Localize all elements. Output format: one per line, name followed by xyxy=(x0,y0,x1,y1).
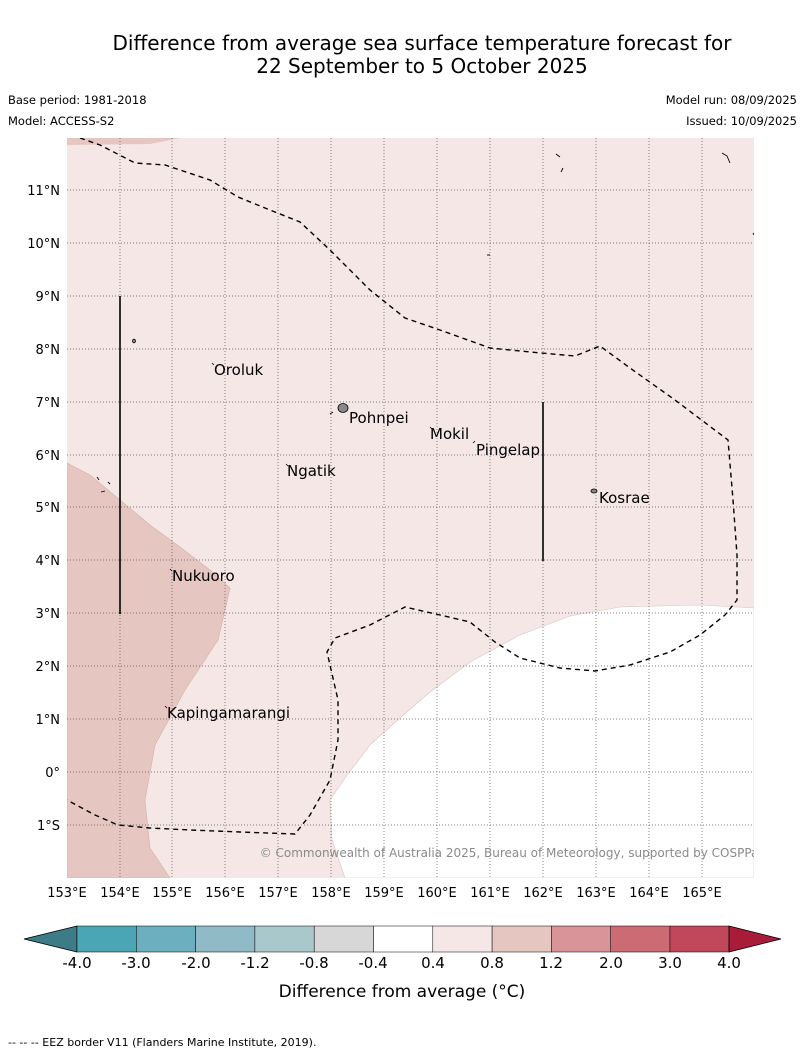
colorbar-label: -2.0 xyxy=(181,954,210,972)
islands xyxy=(132,338,598,494)
colorbar-segment xyxy=(136,925,196,953)
place-mokil: Mokil xyxy=(430,425,469,443)
lon-label: 157°E xyxy=(258,886,298,901)
lat-label: 8°N xyxy=(36,343,61,358)
lon-label: 161°E xyxy=(470,886,510,901)
model-run: Model run: 08/09/2025 xyxy=(665,93,797,107)
colorbar-title: Difference from average (°C) xyxy=(279,982,526,1002)
lat-label: 1°N xyxy=(36,713,61,728)
colorbar-label: 2.0 xyxy=(599,954,623,972)
place-nukuoro: Nukuoro xyxy=(172,567,235,585)
lon-label: 155°E xyxy=(152,886,192,901)
lat-label: 5°N xyxy=(36,501,61,516)
colorbar-segment xyxy=(432,925,493,953)
lat-label: 2°N xyxy=(36,660,61,675)
lon-label: 165°E xyxy=(682,886,722,901)
model-name: Model: ACCESS-S2 xyxy=(8,114,115,128)
lat-label: 0° xyxy=(45,766,60,781)
colorbar-label: -0.4 xyxy=(358,954,387,972)
colorbar-segment xyxy=(76,925,137,953)
anomaly-0.8-1.2-region-north xyxy=(67,138,180,145)
colorbar-label: 3.0 xyxy=(658,954,682,972)
colorbar-label: -0.8 xyxy=(299,954,328,972)
colorbar-label: 4.0 xyxy=(717,954,741,972)
lon-label: 163°E xyxy=(576,886,616,901)
colorbar-labels: -4.0 -3.0 -2.0 -1.2 -0.8 -0.4 0.4 0.8 1.… xyxy=(62,954,741,972)
place-pohnpei: Pohnpei xyxy=(349,409,409,427)
lon-label: 154°E xyxy=(100,886,140,901)
anomaly-0.8-1.2-region-west xyxy=(67,462,231,878)
lat-label: 4°N xyxy=(36,554,61,569)
colorbar-segment xyxy=(313,925,374,953)
place-markers xyxy=(164,362,476,709)
atoll-outlines xyxy=(96,152,754,493)
colorbar-segment xyxy=(491,925,552,953)
colorbar-label: -4.0 xyxy=(62,954,91,972)
place-kapingamarangi: Kapingamarangi xyxy=(167,704,290,722)
lon-label: 162°E xyxy=(523,886,563,901)
pohnpei-island xyxy=(337,403,349,413)
colorbar-extend-low xyxy=(23,925,78,953)
colorbar-label: 1.2 xyxy=(539,954,563,972)
lat-label: 11°N xyxy=(27,184,60,199)
colorbar-segment xyxy=(669,925,730,953)
colorbar xyxy=(23,925,782,953)
lat-label: 7°N xyxy=(36,396,61,411)
eez-footnote: -- -- -- EEZ border V11 (Flanders Marine… xyxy=(8,1036,317,1049)
colorbar-label: 0.8 xyxy=(480,954,504,972)
lon-label: 158°E xyxy=(311,886,351,901)
colorbar-label: 0.4 xyxy=(421,954,445,972)
map-title: Difference from average sea surface temp… xyxy=(0,32,804,78)
anomaly-near-average-region xyxy=(329,604,754,878)
graticule xyxy=(67,138,754,878)
title-line2: 22 September to 5 October 2025 xyxy=(256,54,588,78)
lon-label: 153°E xyxy=(47,886,87,901)
title-line1: Difference from average sea surface temp… xyxy=(112,31,732,55)
colorbar-segment xyxy=(373,925,434,953)
place-ngatik: Ngatik xyxy=(287,462,336,480)
place-oroluk: Oroluk xyxy=(214,361,263,379)
issued-date: Issued: 10/09/2025 xyxy=(686,114,797,128)
colorbar-segment xyxy=(551,925,611,953)
colorbar-segment xyxy=(254,925,315,953)
lat-label: 10°N xyxy=(27,237,60,252)
lon-label: 160°E xyxy=(417,886,457,901)
lon-label: 159°E xyxy=(364,886,404,901)
map-plot: Oroluk Pohnpei Mokil Pingelap Ngatik Kos… xyxy=(67,138,765,878)
lon-label: 156°E xyxy=(205,886,245,901)
colorbar-segment xyxy=(610,925,671,953)
eez-border xyxy=(67,138,738,835)
base-period: Base period: 1981-2018 xyxy=(8,93,147,107)
islet-icon xyxy=(132,338,136,344)
lat-label: 9°N xyxy=(36,290,61,305)
colorbar-segment xyxy=(195,925,256,953)
place-pingelap: Pingelap xyxy=(476,441,540,459)
lat-label: 6°N xyxy=(36,449,61,464)
latitude-labels: 11°N 10°N 9°N 8°N 7°N 6°N 5°N 4°N 3°N 2°… xyxy=(27,184,60,834)
kosrae-island xyxy=(590,488,598,494)
place-kosrae: Kosrae xyxy=(599,489,650,507)
colorbar-label: -3.0 xyxy=(121,954,150,972)
longitude-labels: 153°E 154°E 155°E 156°E 157°E 158°E 159°… xyxy=(47,886,722,901)
copyright-notice: © Commonwealth of Australia 2025, Bureau… xyxy=(260,846,765,860)
lat-label: 1°S xyxy=(37,819,60,834)
colorbar-label: -1.2 xyxy=(240,954,269,972)
lat-label: 3°N xyxy=(36,607,61,622)
lon-label: 164°E xyxy=(629,886,669,901)
colorbar-extend-high xyxy=(728,925,782,953)
